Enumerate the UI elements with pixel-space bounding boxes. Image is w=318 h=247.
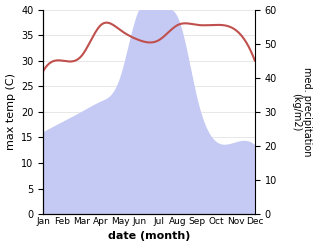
X-axis label: date (month): date (month) (108, 231, 190, 242)
Y-axis label: med. precipitation
(kg/m2): med. precipitation (kg/m2) (291, 67, 313, 157)
Y-axis label: max temp (C): max temp (C) (5, 73, 16, 150)
